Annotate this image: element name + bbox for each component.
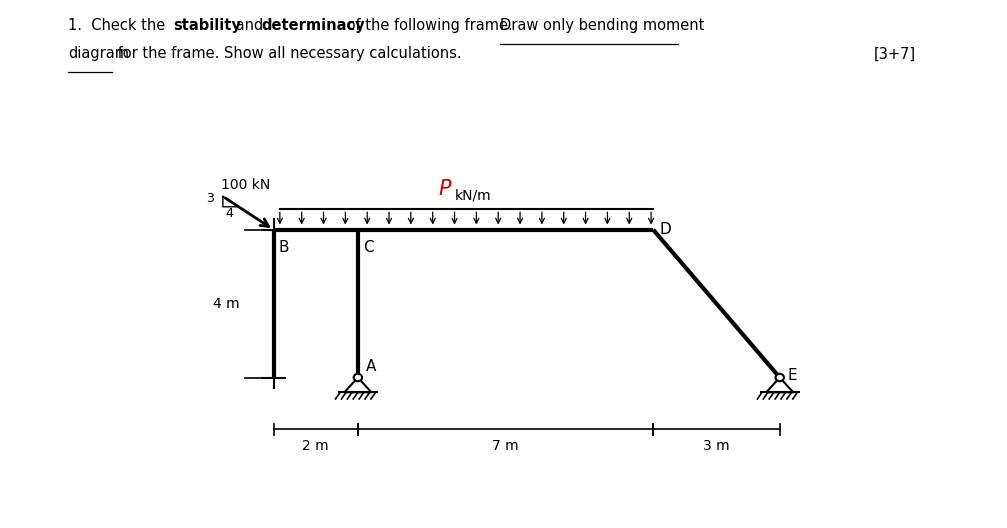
- Text: 7 m: 7 m: [492, 438, 519, 452]
- Text: determinacy: determinacy: [262, 18, 366, 33]
- Text: P: P: [438, 179, 451, 199]
- Text: D: D: [660, 222, 672, 237]
- Text: diagram: diagram: [68, 46, 130, 61]
- Text: E: E: [787, 368, 797, 383]
- Text: kN/m: kN/m: [455, 188, 491, 203]
- Text: stability: stability: [173, 18, 241, 33]
- Text: and: and: [231, 18, 268, 33]
- Text: 2 m: 2 m: [302, 438, 329, 452]
- Text: C: C: [363, 240, 374, 255]
- Text: 1.  Check the: 1. Check the: [68, 18, 170, 33]
- Text: 4 m: 4 m: [213, 297, 240, 310]
- Text: 100 kN: 100 kN: [221, 178, 270, 192]
- Text: 3: 3: [205, 192, 213, 205]
- Text: [3+7]: [3+7]: [874, 46, 916, 61]
- Text: 4: 4: [225, 207, 233, 220]
- Text: B: B: [279, 240, 289, 255]
- Text: Draw only bending moment: Draw only bending moment: [500, 18, 705, 33]
- Text: of the following frame.: of the following frame.: [342, 18, 518, 33]
- Text: for the frame. Show all necessary calculations.: for the frame. Show all necessary calcul…: [113, 46, 461, 61]
- Text: 3 m: 3 m: [703, 438, 730, 452]
- Circle shape: [775, 374, 784, 381]
- Text: A: A: [366, 359, 376, 374]
- Circle shape: [353, 374, 363, 381]
